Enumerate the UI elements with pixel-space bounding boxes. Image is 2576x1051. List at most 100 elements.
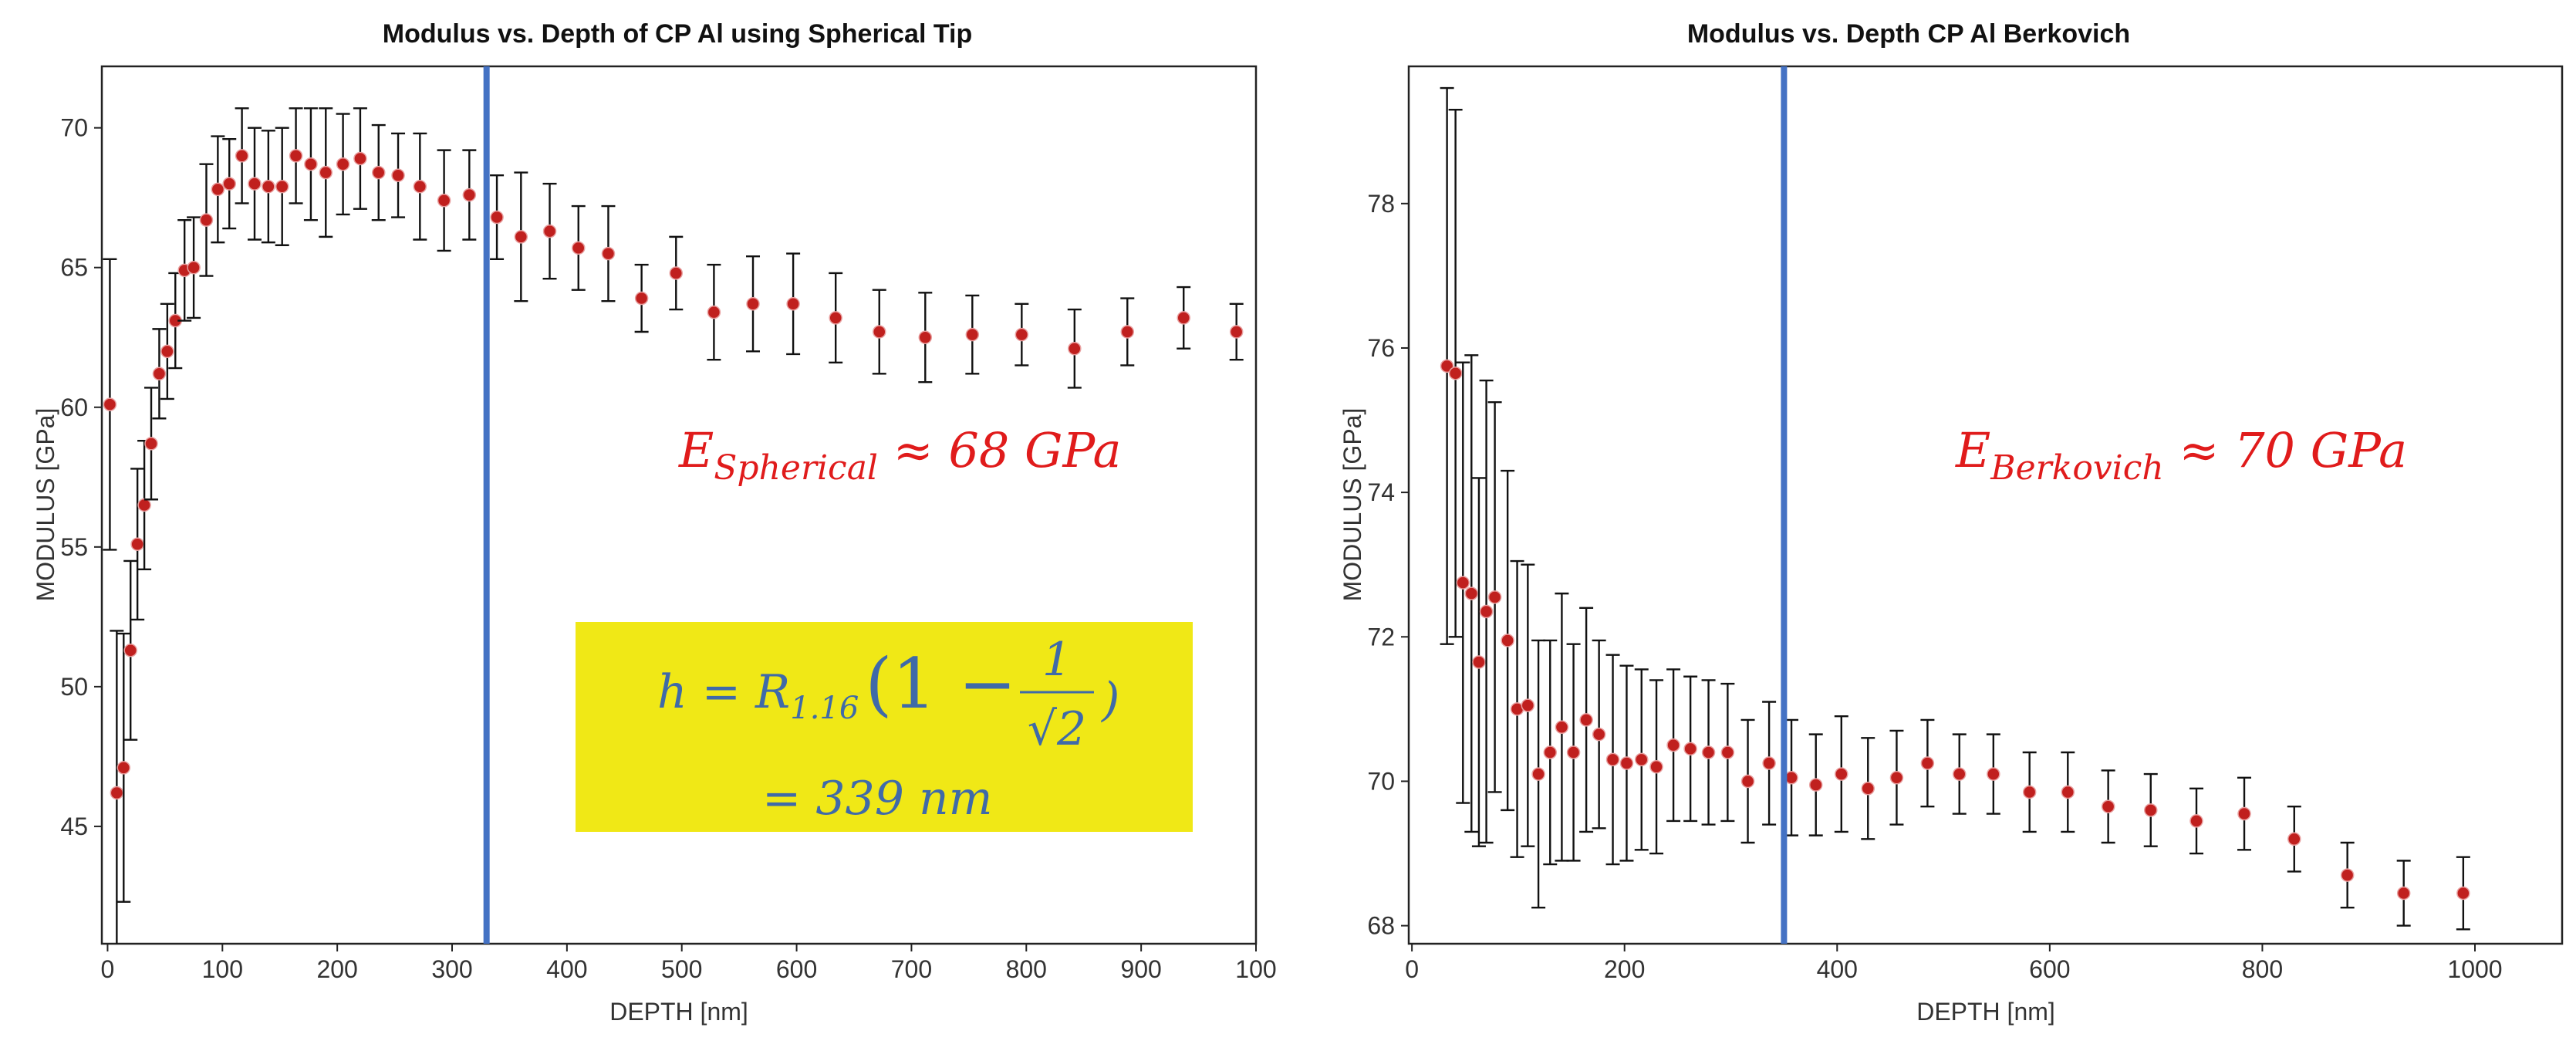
formula-fraction-numerator: 1 xyxy=(1042,633,1072,687)
data-point xyxy=(1177,311,1190,325)
y-tick-label: 74 xyxy=(1367,478,1395,506)
formula: h = R1.16(1 − 1 √2 ) = 339 nm xyxy=(657,633,1119,826)
y-tick-label: 68 xyxy=(1367,912,1395,940)
formula-line2: = 339 nm xyxy=(762,772,992,826)
y-axis-label: MODULUS [GPa] xyxy=(32,408,59,602)
data-point xyxy=(130,537,144,551)
annotation-symbol: E xyxy=(1955,422,1990,478)
y-tick-label: 72 xyxy=(1367,623,1395,651)
x-tick-label: 800 xyxy=(1006,955,1047,983)
x-tick-label: 800 xyxy=(2242,955,2283,983)
y-tick-label: 50 xyxy=(60,673,88,701)
data-point xyxy=(707,305,721,319)
y-tick-label: 70 xyxy=(1367,767,1395,795)
data-point xyxy=(1472,655,1486,669)
data-point xyxy=(1619,756,1634,770)
data-point xyxy=(152,367,167,381)
data-point xyxy=(1566,745,1581,759)
data-point xyxy=(1861,782,1875,796)
data-point xyxy=(2396,886,2411,901)
data-point xyxy=(275,179,289,194)
formula-paren-close: ) xyxy=(1100,673,1119,727)
data-point xyxy=(1720,745,1735,759)
data-point xyxy=(1952,767,1967,781)
formula-fraction-denominator: √2 xyxy=(1028,702,1086,756)
data-point xyxy=(1456,576,1470,590)
data-point xyxy=(1701,745,1716,759)
x-tick-label: 700 xyxy=(891,955,932,983)
chart-spherical: Modulus vs. Depth of CP Al using Spheric… xyxy=(32,19,1295,1026)
data-point xyxy=(1649,759,1663,774)
data-point xyxy=(1605,752,1620,767)
data-point xyxy=(144,437,158,451)
data-point xyxy=(786,297,800,311)
data-point xyxy=(235,149,249,163)
y-tick-label: 65 xyxy=(60,254,88,282)
x-tick-label: 600 xyxy=(776,955,817,983)
error-bar xyxy=(1281,313,1295,380)
data-series xyxy=(1440,86,2470,931)
data-point xyxy=(2456,886,2470,901)
data-point xyxy=(1501,634,1514,647)
data-point xyxy=(1889,771,1904,785)
data-point xyxy=(222,177,236,191)
data-point xyxy=(490,210,504,225)
data-point xyxy=(1282,340,1295,352)
data-point xyxy=(514,230,528,244)
data-point xyxy=(746,297,760,311)
y-tick-label: 70 xyxy=(60,114,88,142)
data-point xyxy=(211,182,225,197)
data-point xyxy=(1683,742,1697,756)
data-point xyxy=(634,291,649,306)
data-point xyxy=(669,266,684,280)
x-axis-label: DEPTH [nm] xyxy=(1916,998,2055,1026)
data-point xyxy=(1229,325,1244,339)
annotation-value: ≈ 68 GPa xyxy=(878,422,1121,478)
data-point xyxy=(1464,586,1479,600)
data-point xyxy=(1835,767,1848,781)
data-point xyxy=(1987,767,2000,781)
y-tick-label: 78 xyxy=(1367,190,1395,218)
x-tick-label: 1000 xyxy=(2447,955,2502,983)
data-point xyxy=(199,213,214,227)
data-point xyxy=(1487,590,1502,604)
x-tick-label: 100 xyxy=(1235,955,1276,983)
data-point xyxy=(1784,771,1798,785)
data-point xyxy=(1740,774,1755,789)
data-point xyxy=(2144,803,2158,817)
data-point xyxy=(462,188,477,202)
x-axis-label: DEPTH [nm] xyxy=(609,998,748,1026)
data-point xyxy=(1479,604,1494,619)
data-point xyxy=(542,224,557,238)
data-point xyxy=(1521,698,1535,712)
data-point xyxy=(116,761,131,775)
data-point xyxy=(391,168,405,182)
data-point xyxy=(1555,720,1569,735)
y-tick-label: 76 xyxy=(1367,334,1395,362)
x-tick-label: 200 xyxy=(316,955,357,983)
data-point xyxy=(1120,325,1135,339)
x-tick-label: 100 xyxy=(202,955,243,983)
plot-area xyxy=(1407,65,2564,945)
data-point xyxy=(1068,341,1082,356)
annotation-value: ≈ 70 GPa xyxy=(2164,422,2407,478)
annotation-subscript: Spherical xyxy=(714,448,878,488)
modulus-annotation: ESpherical ≈ 68 GPa xyxy=(678,422,1121,488)
data-point xyxy=(137,498,151,512)
data-point xyxy=(110,786,124,800)
data-point xyxy=(336,157,350,171)
x-tick-label: 500 xyxy=(661,955,702,983)
data-point xyxy=(572,241,586,255)
formula-box xyxy=(576,622,1193,832)
data-point xyxy=(1592,727,1606,742)
y-axis-label: MODULUS [GPa] xyxy=(1339,408,1366,602)
data-point xyxy=(2061,785,2075,799)
annotation-subscript: Berkovich xyxy=(1990,448,2163,488)
chart-title: Modulus vs. Depth of CP Al using Spheric… xyxy=(383,19,972,49)
data-point xyxy=(248,177,262,191)
data-point xyxy=(160,344,174,359)
chart-title: Modulus vs. Depth CP Al Berkovich xyxy=(1687,19,2130,49)
data-point xyxy=(965,327,980,342)
data-point xyxy=(1808,778,1823,792)
